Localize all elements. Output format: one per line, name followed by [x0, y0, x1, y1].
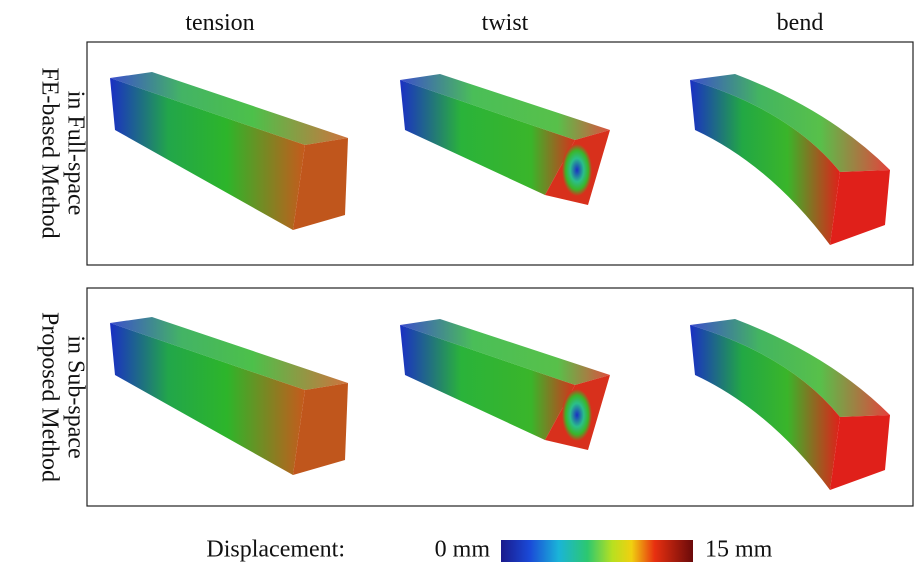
- page: tension twist bend FE-based Method in Fu…: [0, 0, 916, 566]
- row-label: Proposed Method: [36, 312, 62, 482]
- colorbar-max: 15 mm: [705, 537, 773, 563]
- beams-row: [110, 72, 890, 245]
- row-label: in Full-space: [62, 91, 88, 216]
- colorbar-min: 0 mm: [435, 537, 491, 563]
- column-title: tension: [185, 10, 254, 36]
- column-title: bend: [777, 10, 824, 36]
- beams-row: [110, 317, 890, 490]
- row-label: FE-based Method: [36, 67, 62, 238]
- colorbar-title: Displacement:: [206, 537, 345, 563]
- column-title: twist: [482, 10, 529, 36]
- row-label: in Sub-space: [62, 335, 88, 458]
- colorbar: [501, 540, 693, 562]
- figure: tension twist bend FE-based Method in Fu…: [0, 0, 916, 566]
